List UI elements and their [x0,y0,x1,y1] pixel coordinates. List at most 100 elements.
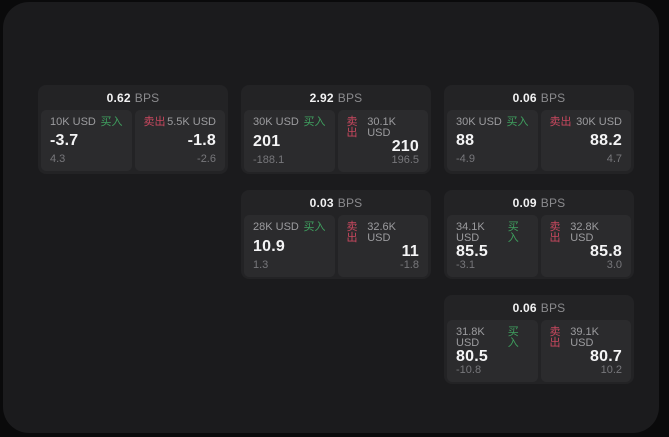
sell-button[interactable]: 卖出 [346,116,358,139]
buy-panel[interactable]: 30K USD 买入 88 -4.9 [447,110,538,171]
sell-price: 80.7 [590,348,622,365]
sell-button[interactable]: 卖出 [549,221,561,244]
buy-panel-top: 34.1K USD 买入 [456,222,529,244]
buy-delta: -10.8 [456,364,482,376]
sell-panel[interactable]: 卖出 30K USD 88.2 4.7 [540,110,631,171]
sell-delta: -2.6 [197,153,216,165]
buy-delta: -3.1 [456,259,475,271]
sell-size: 32.8K USD [570,221,599,244]
quote-card: 0.06 BPS 30K USD 买入 88 -4.9 卖出 30K USD 8… [444,85,634,174]
buy-button[interactable]: 买入 [303,221,326,233]
buy-price: 201 [253,132,281,150]
sell-panel-top: 卖出 30K USD [550,117,623,128]
sell-delta: 196.5 [391,154,419,166]
spread-unit-label: BPS [337,90,363,105]
buy-panel[interactable]: 34.1K USD 买入 85.5 -3.1 [447,215,538,277]
quote-panels: 31.8K USD 买入 80.5 -10.8 卖出 39.1K USD 80.… [444,320,634,384]
buy-delta: -188.1 [253,154,285,166]
sell-panel[interactable]: 卖出 39.1K USD 80.7 10.2 [540,320,631,382]
spread-header: 0.09 BPS [444,190,634,215]
spread-unit-label: BPS [540,195,566,210]
buy-price: 10.9 [253,237,285,255]
buy-delta: 4.3 [50,153,66,165]
buy-button[interactable]: 买入 [506,116,529,128]
quote-card-grid: 0.62 BPS 10K USD 买入 -3.7 4.3 卖出 5.5K USD… [38,85,634,384]
sell-price: 11 [401,243,419,260]
spread-value: 0.03 [309,195,334,210]
quote-card: 0.03 BPS 28K USD 买入 10.9 1.3 卖出 32.6K US… [241,190,431,279]
quote-card: 0.09 BPS 34.1K USD 买入 85.5 -3.1 卖出 32.8K… [444,190,634,279]
buy-button[interactable]: 买入 [507,221,519,244]
buy-size: 31.8K USD [456,326,485,349]
sell-panel-top: 卖出 39.1K USD [550,327,623,349]
sell-panel[interactable]: 卖出 5.5K USD -1.8 -2.6 [134,110,225,171]
spread-value: 0.06 [512,300,537,315]
buy-panel-top: 10K USD 买入 [50,117,123,128]
spread-unit-label: BPS [337,195,363,210]
spread-value: 0.06 [512,90,537,105]
sell-panel[interactable]: 卖出 32.8K USD 85.8 3.0 [540,215,631,277]
buy-panel-top: 30K USD 买入 [253,117,326,128]
sell-price: 85.8 [590,243,622,260]
buy-size: 34.1K USD [456,221,485,244]
sell-panel-top: 卖出 32.6K USD [347,222,420,244]
spread-unit-label: BPS [540,90,566,105]
sell-panel-top: 卖出 30.1K USD [347,117,420,139]
spread-unit-label: BPS [540,300,566,315]
sell-size: 39.1K USD [570,326,599,349]
buy-price: 80.5 [456,348,488,365]
sell-button[interactable]: 卖出 [549,116,572,128]
spread-value: 0.09 [512,195,537,210]
buy-panel[interactable]: 31.8K USD 买入 80.5 -10.8 [447,320,538,382]
quote-card: 0.06 BPS 31.8K USD 买入 80.5 -10.8 卖出 39.1… [444,295,634,384]
spread-value: 0.62 [106,90,131,105]
buy-size: 30K USD [456,116,502,128]
buy-price: 88 [456,132,475,149]
buy-price: -3.7 [50,132,79,149]
sell-panel[interactable]: 卖出 30.1K USD 210 196.5 [337,110,428,172]
buy-panel[interactable]: 10K USD 买入 -3.7 4.3 [41,110,132,171]
sell-button[interactable]: 卖出 [143,116,166,128]
spread-header: 0.03 BPS [241,190,431,215]
sell-price: 88.2 [590,132,622,149]
sell-size: 5.5K USD [167,116,216,128]
spread-header: 0.62 BPS [38,85,228,110]
buy-panel-top: 28K USD 买入 [253,222,326,233]
spread-value: 2.92 [309,90,334,105]
buy-size: 30K USD [253,116,299,128]
buy-size: 28K USD [253,221,299,233]
buy-panel[interactable]: 28K USD 买入 10.9 1.3 [244,215,335,277]
quote-panels: 34.1K USD 买入 85.5 -3.1 卖出 32.8K USD 85.8… [444,215,634,279]
buy-price: 85.5 [456,243,488,260]
spread-header: 2.92 BPS [241,85,431,110]
sell-button[interactable]: 卖出 [346,221,358,244]
sell-delta: -1.8 [400,259,419,271]
sell-panel[interactable]: 卖出 32.6K USD 11 -1.8 [337,215,428,277]
sell-button[interactable]: 卖出 [549,326,561,349]
spread-unit-label: BPS [134,90,160,105]
quote-panels: 30K USD 买入 201 -188.1 卖出 30.1K USD 210 1… [241,110,431,174]
quote-card: 2.92 BPS 30K USD 买入 201 -188.1 卖出 30.1K … [241,85,431,174]
sell-price: 210 [391,138,419,155]
sell-panel-top: 卖出 5.5K USD [144,117,217,128]
sell-delta: 3.0 [606,259,622,271]
buy-delta: -4.9 [456,153,475,165]
sell-delta: 4.7 [606,153,622,165]
buy-panel-top: 30K USD 买入 [456,117,529,128]
buy-panel[interactable]: 30K USD 买入 201 -188.1 [244,110,335,172]
quote-panels: 30K USD 买入 88 -4.9 卖出 30K USD 88.2 4.7 [444,110,634,174]
sell-size: 30.1K USD [367,116,396,139]
buy-button[interactable]: 买入 [507,326,519,349]
sell-price: -1.8 [187,132,216,149]
sell-size: 30K USD [576,116,622,128]
buy-size: 10K USD [50,116,96,128]
buy-delta: 1.3 [253,259,269,271]
quote-panels: 28K USD 买入 10.9 1.3 卖出 32.6K USD 11 -1.8 [241,215,431,279]
buy-panel-top: 31.8K USD 买入 [456,327,529,349]
sell-panel-top: 卖出 32.8K USD [550,222,623,244]
spread-header: 0.06 BPS [444,85,634,110]
spread-header: 0.06 BPS [444,295,634,320]
quote-card: 0.62 BPS 10K USD 买入 -3.7 4.3 卖出 5.5K USD… [38,85,228,174]
buy-button[interactable]: 买入 [100,116,123,128]
buy-button[interactable]: 买入 [303,116,326,128]
